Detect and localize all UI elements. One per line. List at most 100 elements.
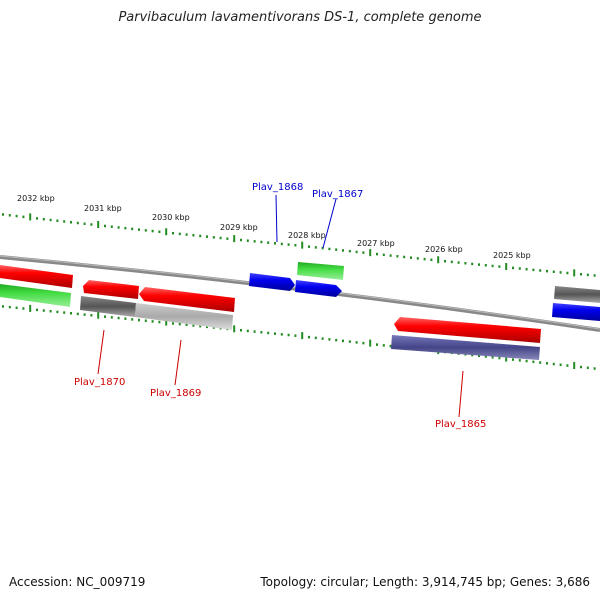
minor-tick bbox=[280, 333, 283, 336]
gene-right-blue[interactable] bbox=[552, 303, 600, 321]
minor-tick bbox=[498, 265, 501, 268]
minor-tick bbox=[49, 309, 52, 313]
gene-plav-1865-red[interactable] bbox=[394, 317, 541, 343]
gene-red-left-top[interactable] bbox=[0, 265, 73, 288]
minor-tick bbox=[56, 310, 59, 314]
minor-tick bbox=[559, 363, 562, 367]
minor-tick bbox=[219, 236, 222, 240]
minor-tick bbox=[328, 338, 331, 341]
kbp-label: 2029 kbp bbox=[220, 223, 258, 232]
minor-tick bbox=[376, 343, 378, 346]
minor-tick bbox=[464, 261, 467, 265]
minor-tick bbox=[518, 267, 521, 270]
minor-tick bbox=[532, 360, 535, 364]
minor-tick bbox=[423, 257, 426, 261]
gene-label-plav-1869[interactable]: Plav_1869 bbox=[150, 388, 201, 399]
minor-tick bbox=[253, 240, 256, 243]
minor-tick bbox=[22, 215, 25, 219]
minor-tick bbox=[484, 355, 487, 358]
gene-green-left[interactable] bbox=[0, 284, 71, 307]
minor-tick bbox=[212, 236, 215, 239]
minor-tick bbox=[2, 305, 4, 308]
gene-plav-1869-gray[interactable] bbox=[135, 303, 233, 330]
minor-tick bbox=[444, 259, 446, 263]
minor-tick bbox=[559, 271, 562, 274]
minor-tick bbox=[518, 359, 521, 362]
minor-tick bbox=[403, 255, 406, 259]
gene-plav-1870-gray[interactable] bbox=[80, 296, 136, 317]
gene-plav-1867-blue[interactable] bbox=[295, 280, 342, 297]
kbp-label: 2026 kbp bbox=[425, 245, 463, 254]
minor-tick bbox=[199, 234, 202, 238]
gene-label-plav-1870[interactable]: Plav_1870 bbox=[74, 377, 125, 388]
minor-tick bbox=[335, 338, 338, 342]
major-tick bbox=[369, 339, 372, 347]
minor-tick bbox=[36, 308, 38, 312]
gene-plav-1868[interactable] bbox=[249, 273, 295, 291]
minor-tick bbox=[546, 362, 548, 365]
minor-tick bbox=[151, 229, 154, 233]
kbp-label: 2025 kbp bbox=[493, 251, 531, 260]
accession-text: Accession: NC_009719 bbox=[9, 575, 146, 589]
minor-tick bbox=[396, 255, 399, 258]
minor-tick bbox=[42, 309, 45, 312]
gene-plav-1870-red[interactable] bbox=[83, 280, 139, 299]
minor-tick bbox=[260, 331, 263, 334]
minor-tick bbox=[192, 324, 195, 327]
minor-tick bbox=[158, 320, 161, 324]
minor-tick bbox=[22, 307, 25, 310]
minor-tick bbox=[158, 230, 161, 234]
minor-tick bbox=[580, 273, 582, 276]
minor-tick bbox=[382, 253, 385, 257]
minor-tick bbox=[117, 316, 120, 320]
gene-plav-1865-purple[interactable] bbox=[391, 335, 540, 360]
minor-tick bbox=[471, 262, 474, 266]
minor-tick bbox=[525, 359, 528, 363]
major-tick bbox=[573, 269, 576, 277]
minor-tick bbox=[410, 256, 412, 259]
gene-plav-1867-green[interactable] bbox=[297, 262, 344, 280]
minor-tick bbox=[294, 243, 297, 247]
minor-tick bbox=[450, 260, 453, 264]
minor-tick bbox=[593, 274, 596, 277]
minor-tick bbox=[42, 217, 45, 221]
minor-tick bbox=[267, 241, 270, 244]
minor-tick bbox=[131, 318, 134, 321]
major-tick bbox=[301, 241, 304, 249]
leader-plav-1868 bbox=[275, 194, 278, 243]
minor-tick bbox=[491, 356, 494, 359]
minor-tick bbox=[172, 231, 174, 235]
minor-tick bbox=[586, 273, 589, 277]
minor-tick bbox=[314, 336, 317, 340]
major-tick bbox=[165, 318, 168, 326]
minor-tick bbox=[246, 239, 249, 242]
minor-tick bbox=[63, 311, 66, 314]
minor-tick bbox=[83, 313, 86, 316]
minor-tick bbox=[457, 261, 460, 264]
minor-tick bbox=[552, 362, 555, 366]
gene-label-plav-1868[interactable]: Plav_1868 bbox=[252, 182, 303, 193]
minor-tick bbox=[314, 246, 317, 249]
minor-tick bbox=[226, 237, 229, 240]
minor-tick bbox=[138, 318, 140, 322]
minor-tick bbox=[348, 340, 351, 343]
minor-tick bbox=[253, 330, 256, 333]
minor-tick bbox=[321, 337, 324, 340]
minor-tick bbox=[532, 268, 535, 272]
minor-tick bbox=[124, 317, 127, 320]
minor-tick bbox=[90, 314, 93, 317]
minor-tick bbox=[308, 245, 310, 248]
gene-plav-1869-red[interactable] bbox=[139, 287, 235, 312]
major-tick bbox=[437, 256, 440, 264]
minor-tick bbox=[138, 228, 140, 231]
gene-label-plav-1867[interactable]: Plav_1867 bbox=[312, 189, 363, 200]
minor-tick bbox=[274, 242, 276, 245]
minor-tick bbox=[512, 358, 514, 361]
minor-tick bbox=[83, 222, 86, 226]
gene-right-gray[interactable] bbox=[554, 286, 600, 303]
gene-label-plav-1865[interactable]: Plav_1865 bbox=[435, 419, 486, 430]
major-tick bbox=[29, 304, 32, 312]
minor-tick bbox=[151, 320, 154, 323]
minor-tick bbox=[566, 271, 569, 275]
